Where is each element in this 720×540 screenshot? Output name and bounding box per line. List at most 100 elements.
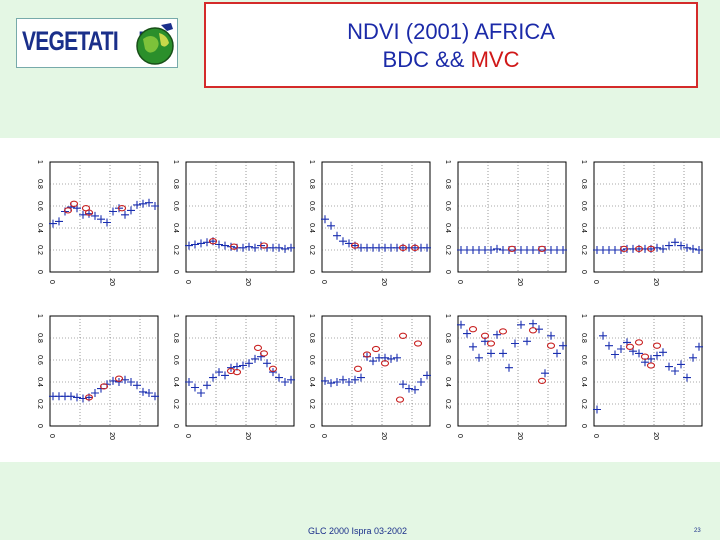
plot-panel-5: 0 0.2 0.4 0.6 0.8 1 0 20 (580, 160, 703, 286)
y-tick-label: 0.2 (36, 399, 43, 409)
y-tick-label: 0.8 (308, 333, 315, 343)
x-tick-label: 20 (380, 432, 387, 440)
bdc-point (263, 359, 271, 368)
plot-frame (457, 161, 567, 273)
bdc-point (423, 243, 431, 252)
y-tick-label: 0.8 (580, 179, 587, 189)
bdc-point (109, 376, 117, 385)
plot-panel-9: 0 0.2 0.4 0.6 0.8 1 0 20 (444, 314, 567, 440)
bdc-point (487, 246, 495, 254)
bdc-point (251, 354, 259, 363)
bdc-point (463, 329, 471, 338)
bdc-point (91, 389, 99, 397)
bdc-point (275, 373, 283, 382)
x-tick-label: 20 (652, 278, 659, 286)
mvc-point (380, 360, 390, 367)
bdc-point (91, 211, 99, 220)
globe-icon (136, 23, 174, 65)
y-tick-label: 0.8 (444, 179, 451, 189)
bdc-point (269, 368, 277, 377)
bdc-point (151, 202, 159, 210)
bdc-point (659, 348, 667, 357)
bdc-point (121, 210, 129, 219)
plot-frame (593, 315, 703, 427)
y-tick-label: 0.2 (444, 245, 451, 255)
mvc-point (498, 328, 508, 335)
mvc-point (537, 377, 547, 385)
bdc-point (553, 349, 561, 358)
y-tick-label: 0.6 (580, 201, 587, 211)
bdc-point (559, 246, 567, 254)
y-tick-label: 0.6 (444, 201, 451, 211)
bdc-point (695, 342, 703, 351)
plot-panel-6: 0 0.2 0.4 0.6 0.8 1 0 20 (36, 314, 159, 440)
bdc-point (239, 361, 247, 370)
mvc-point (410, 244, 420, 251)
bdc-point (127, 206, 135, 215)
x-tick-label: 0 (592, 280, 599, 284)
mvc-point (398, 244, 408, 251)
bdc-point (671, 238, 679, 247)
y-tick-label: 0.4 (36, 223, 43, 233)
mvc-point (486, 340, 496, 347)
plot-panel-8: 0 0.2 0.4 0.6 0.8 1 0 20 (308, 314, 431, 440)
bdc-point (511, 339, 519, 348)
bdc-point (139, 387, 147, 396)
x-tick-label: 20 (244, 432, 251, 440)
bdc-point (659, 244, 667, 253)
y-tick-label: 1 (172, 314, 179, 318)
mvc-point (84, 209, 94, 216)
bdc-point (417, 378, 425, 386)
bdc-point (665, 362, 673, 371)
mvc-point (259, 242, 269, 249)
y-tick-label: 1 (444, 314, 451, 318)
bdc-point (457, 320, 465, 329)
mvc-point (468, 326, 478, 333)
y-tick-label: 0.6 (172, 201, 179, 211)
y-tick-label: 0.4 (36, 377, 43, 387)
mvc-point (69, 200, 79, 207)
x-tick-label: 20 (108, 278, 115, 286)
mvc-point (625, 343, 635, 350)
bdc-point (333, 378, 341, 386)
bdc-point (115, 378, 123, 386)
y-tick-label: 0.6 (444, 355, 451, 365)
mvc-point (619, 245, 629, 253)
mvc-point (634, 339, 644, 346)
bdc-point (245, 242, 253, 251)
y-tick-label: 0.4 (172, 377, 179, 387)
plot-panel-3: 0 0.2 0.4 0.6 0.8 1 0 20 (308, 160, 431, 286)
bdc-point (145, 389, 153, 397)
y-tick-label: 0.8 (36, 179, 43, 189)
y-tick-label: 1 (580, 314, 587, 318)
mvc-point (259, 350, 269, 357)
bdc-point (405, 384, 413, 393)
mvc-point (208, 238, 218, 245)
y-tick-label: 0.2 (172, 399, 179, 409)
plot-frame (185, 161, 295, 273)
y-tick-label: 0.6 (308, 201, 315, 211)
x-tick-label: 0 (456, 280, 463, 284)
bdc-point (695, 246, 703, 254)
bdc-point (191, 383, 199, 392)
subtitle-accent: MVC (470, 47, 520, 72)
plot-frame (593, 161, 703, 273)
x-tick-label: 20 (244, 278, 251, 286)
plot-panel-2: 0 0.2 0.4 0.6 0.8 1 0 20 (172, 160, 295, 286)
y-tick-label: 0 (580, 424, 587, 428)
bdc-point (671, 367, 679, 375)
bdc-point (109, 207, 117, 216)
y-tick-label: 0.4 (444, 377, 451, 387)
y-tick-label: 0.4 (444, 223, 451, 233)
bdc-point (215, 240, 223, 249)
y-tick-label: 0 (444, 270, 451, 274)
bdc-point (677, 241, 685, 250)
bdc-point (209, 373, 217, 382)
bdc-point (369, 357, 377, 366)
bdc-point (517, 320, 525, 329)
mvc-point (528, 327, 538, 334)
y-tick-label: 0.4 (308, 223, 315, 233)
y-tick-label: 0.6 (36, 355, 43, 365)
y-tick-label: 0.2 (172, 245, 179, 255)
